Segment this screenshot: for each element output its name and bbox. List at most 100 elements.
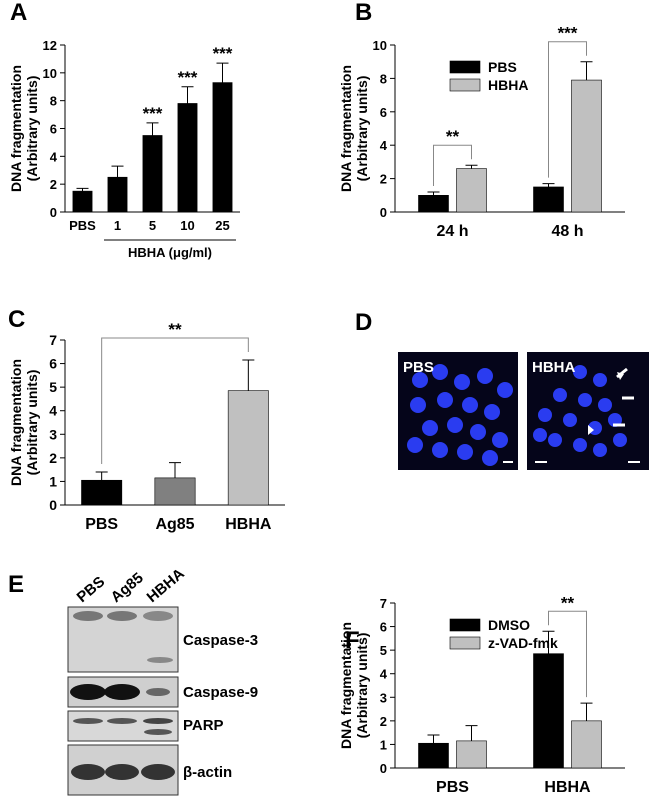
bar (418, 195, 449, 213)
significance-label: *** (213, 44, 233, 63)
nucleus (492, 432, 508, 448)
y-tick-label: 4 (49, 403, 57, 419)
nucleus (533, 428, 547, 442)
bar (533, 653, 564, 769)
legend-label: HBHA (488, 77, 528, 93)
error-bar (146, 122, 159, 136)
y-axis-label: DNA fragmentation (8, 65, 24, 192)
error-bar (542, 630, 555, 654)
bar (154, 477, 196, 506)
x-tick-label: PBS (85, 516, 118, 533)
error-bar (465, 164, 478, 169)
y-axis-label: DNA fragmentation (8, 359, 24, 486)
y-tick-label: 4 (380, 138, 388, 153)
error-bar (580, 61, 593, 81)
x-tick-label: 48 h (551, 223, 583, 240)
legend-label: z-VAD-fmk (488, 635, 558, 651)
y-tick-label: 1 (49, 473, 57, 489)
y-tick-label: 0 (380, 761, 387, 776)
significance-label: *** (143, 104, 163, 123)
bar (227, 390, 269, 506)
significance-label: *** (558, 24, 578, 43)
error-bar (95, 471, 108, 481)
y-tick-label: 10 (373, 38, 387, 53)
error-bar (169, 462, 181, 478)
nucleus (457, 444, 473, 460)
y-tick-label: 2 (380, 714, 387, 729)
nucleus (462, 397, 478, 413)
error-bar (242, 359, 255, 391)
y-axis-label: (Arbitrary units) (24, 76, 40, 182)
error-bar (216, 62, 229, 83)
nucleus (598, 398, 612, 412)
y-axis-label: DNA fragmentation (338, 65, 354, 192)
nucleus (553, 388, 567, 402)
image-label: HBHA (532, 359, 575, 376)
band-label: Caspase-3 (183, 632, 258, 649)
bar (72, 190, 93, 213)
bar (571, 720, 602, 769)
y-tick-label: 2 (380, 172, 387, 187)
bar (571, 79, 602, 213)
legend-swatch (449, 60, 481, 74)
bar (418, 742, 449, 769)
nucleus (432, 364, 448, 380)
significance-bracket (548, 41, 587, 178)
error-bar (427, 734, 440, 744)
y-tick-label: 1 (380, 737, 387, 752)
nucleus (447, 417, 463, 433)
bar (456, 740, 487, 769)
nucleus (412, 372, 428, 388)
nucleus (482, 450, 498, 466)
y-tick-label: 6 (380, 105, 387, 120)
significance-label: ** (168, 320, 182, 339)
y-axis-label: DNA fragmentation (338, 622, 354, 749)
bar (142, 135, 163, 213)
panel-label: C (8, 306, 25, 333)
legend-label: DMSO (488, 617, 530, 633)
bar (107, 176, 128, 213)
image-label: PBS (403, 359, 434, 376)
y-tick-label: 3 (380, 690, 387, 705)
bar (81, 479, 123, 506)
legend-swatch (449, 78, 481, 92)
nucleus (437, 392, 453, 408)
y-axis-label: (Arbitrary units) (354, 76, 370, 182)
band-label: Caspase-9 (183, 684, 258, 701)
y-tick-label: 5 (380, 643, 387, 658)
nucleus (578, 393, 592, 407)
bar (212, 82, 233, 213)
band-label: β-actin (183, 764, 232, 781)
y-tick-label: 6 (380, 620, 387, 635)
y-tick-label: 8 (50, 94, 57, 109)
nucleus (422, 420, 438, 436)
band-label: PARP (183, 717, 224, 734)
y-tick-label: 12 (43, 38, 57, 53)
nucleus (563, 413, 577, 427)
bar (177, 103, 198, 213)
y-tick-label: 2 (50, 177, 57, 192)
lane-label: HBHA (144, 565, 188, 606)
error-bar (465, 725, 478, 741)
y-tick-label: 5 (49, 379, 57, 395)
significance-bracket (548, 610, 587, 698)
error-bar (181, 86, 194, 104)
significance-bracket (101, 337, 249, 464)
panel-label: F (345, 627, 360, 654)
nucleus (548, 433, 562, 447)
nucleus (407, 437, 423, 453)
x-tick-label: 24 h (436, 223, 468, 240)
y-tick-label: 3 (49, 426, 57, 442)
error-bar (542, 183, 555, 187)
bar (456, 168, 487, 213)
y-tick-label: 2 (49, 450, 57, 466)
nucleus (410, 397, 426, 413)
y-tick-label: 4 (380, 667, 388, 682)
x-tick-label: HBHA (544, 779, 591, 796)
micrograph (398, 352, 649, 470)
legend-label: PBS (488, 59, 517, 75)
error-bar (427, 191, 440, 196)
panel-label: B (355, 0, 372, 26)
x-axis-label: HBHA (μg/ml) (128, 245, 212, 260)
